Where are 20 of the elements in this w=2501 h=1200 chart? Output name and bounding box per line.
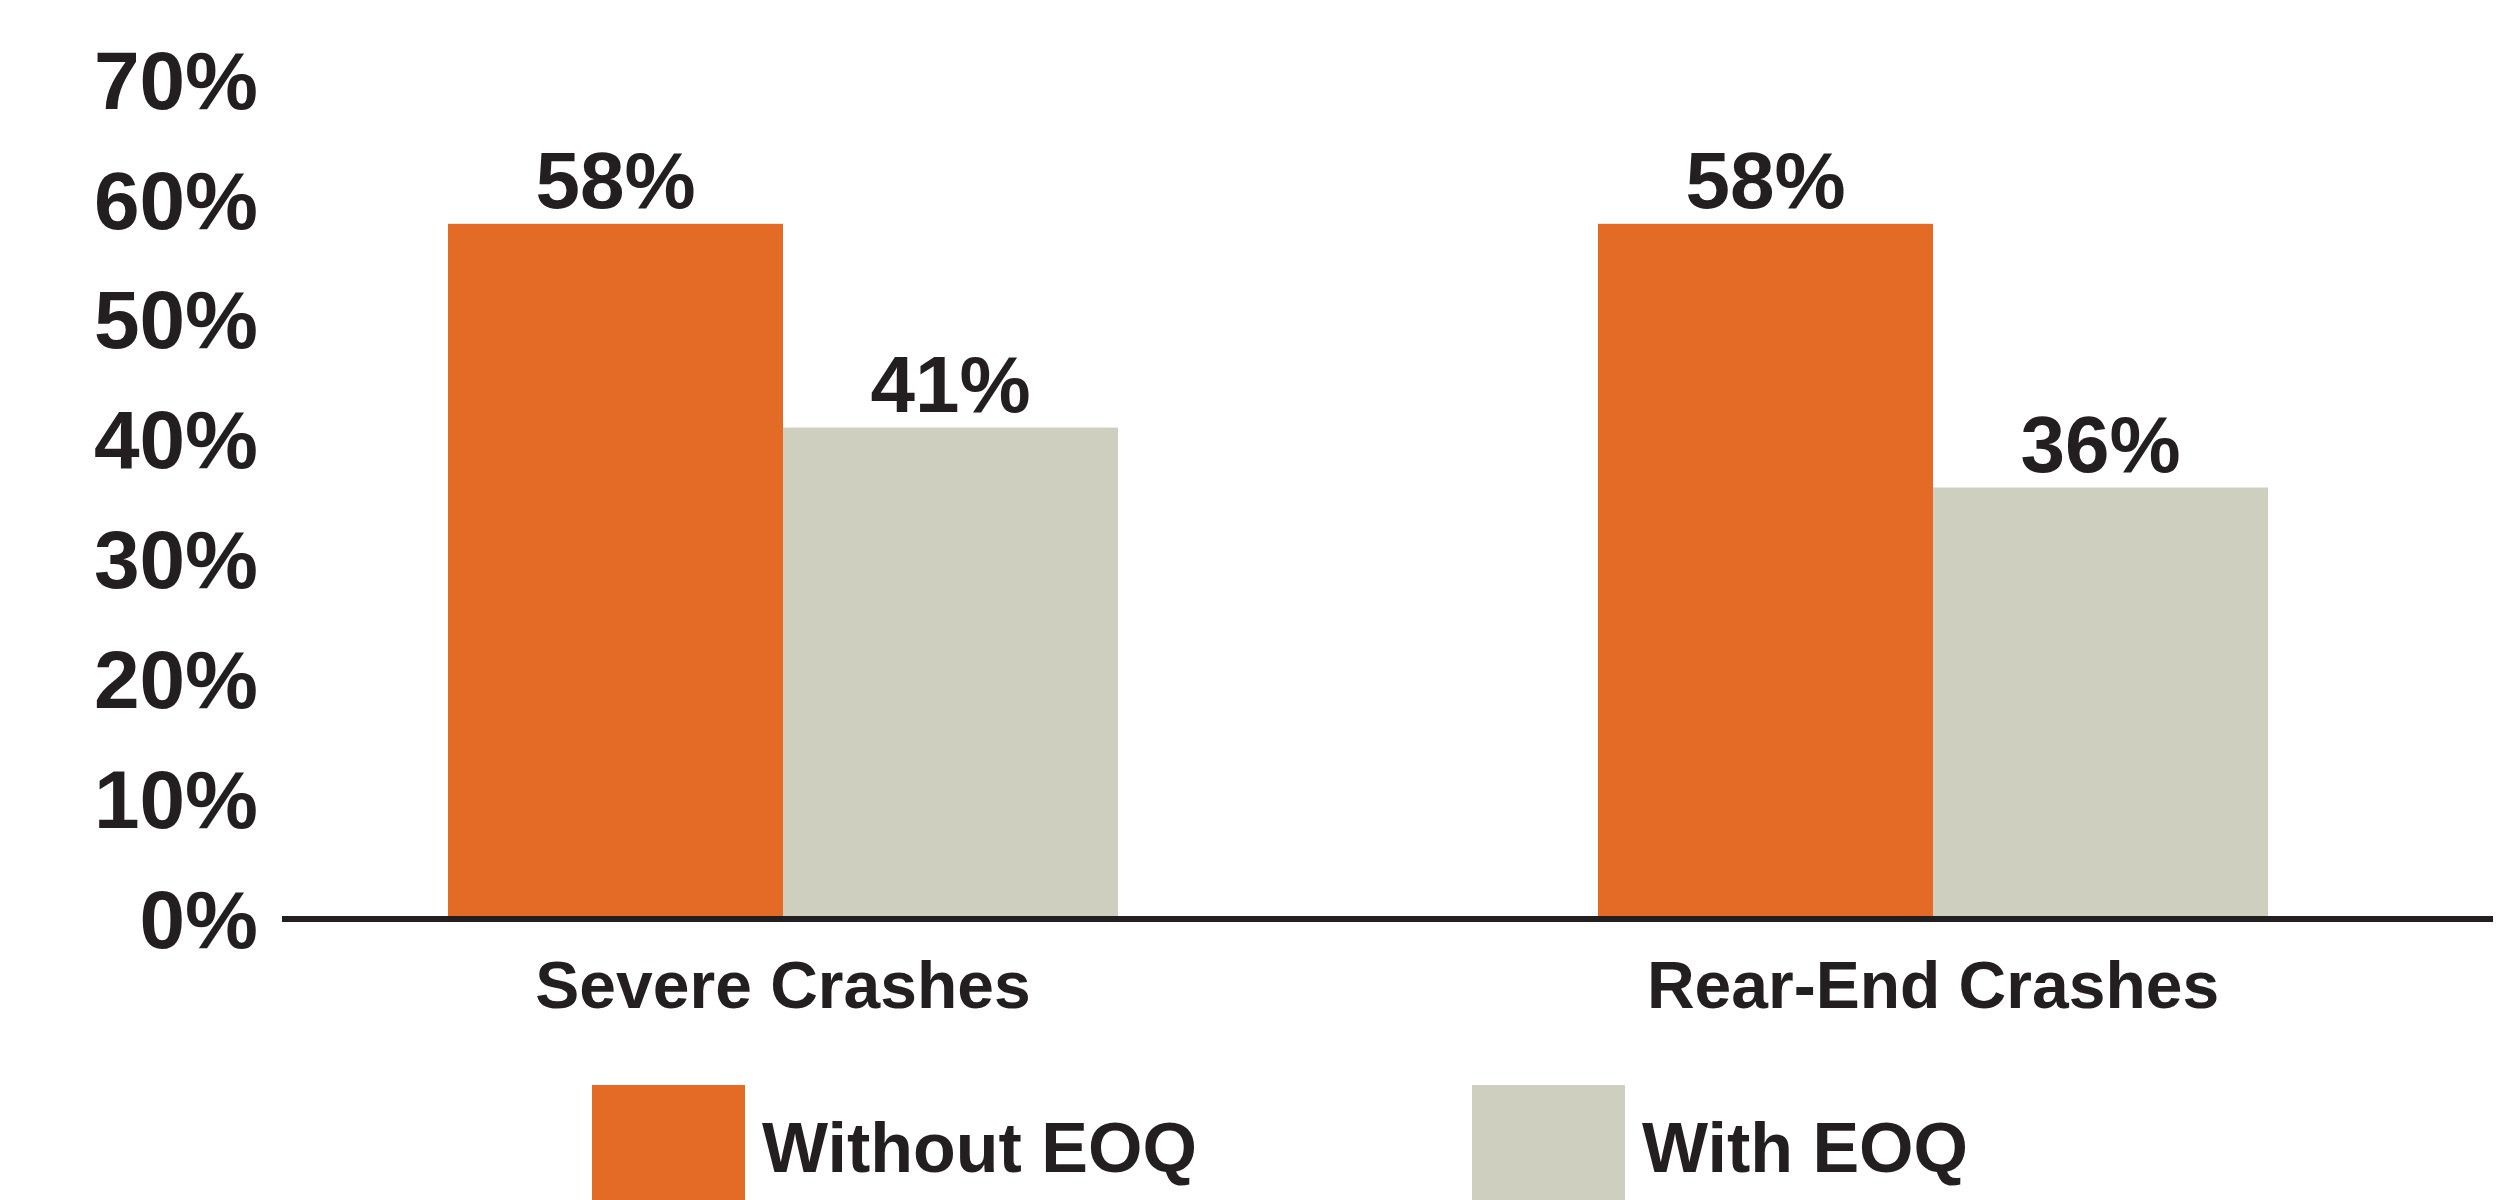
y-tick-label: 40% [93, 394, 258, 486]
bar [448, 223, 783, 919]
y-tick-label: 20% [93, 633, 258, 725]
y-tick-label: 50% [93, 274, 258, 366]
legend-label: With EOQ [1642, 1108, 1969, 1187]
bar [1598, 223, 1933, 919]
y-tick-label: 70% [93, 34, 258, 126]
text: 36% [2020, 399, 2181, 489]
legend-label: Without EOQ [762, 1108, 1197, 1187]
y-tick-label: 60% [93, 154, 258, 246]
bar [1933, 487, 2268, 919]
y-tick-label: 10% [93, 753, 258, 845]
x-tick-label: Rear-End Crashes [1646, 948, 2220, 1022]
y-tick-label: 0% [139, 873, 258, 965]
text: 41% [870, 339, 1031, 429]
text: 58% [1685, 135, 1846, 225]
y-tick-label: 30% [93, 514, 258, 606]
bar [783, 427, 1118, 919]
text: 58% [535, 135, 696, 225]
x-tick-label: Severe Crashes [535, 948, 1031, 1022]
